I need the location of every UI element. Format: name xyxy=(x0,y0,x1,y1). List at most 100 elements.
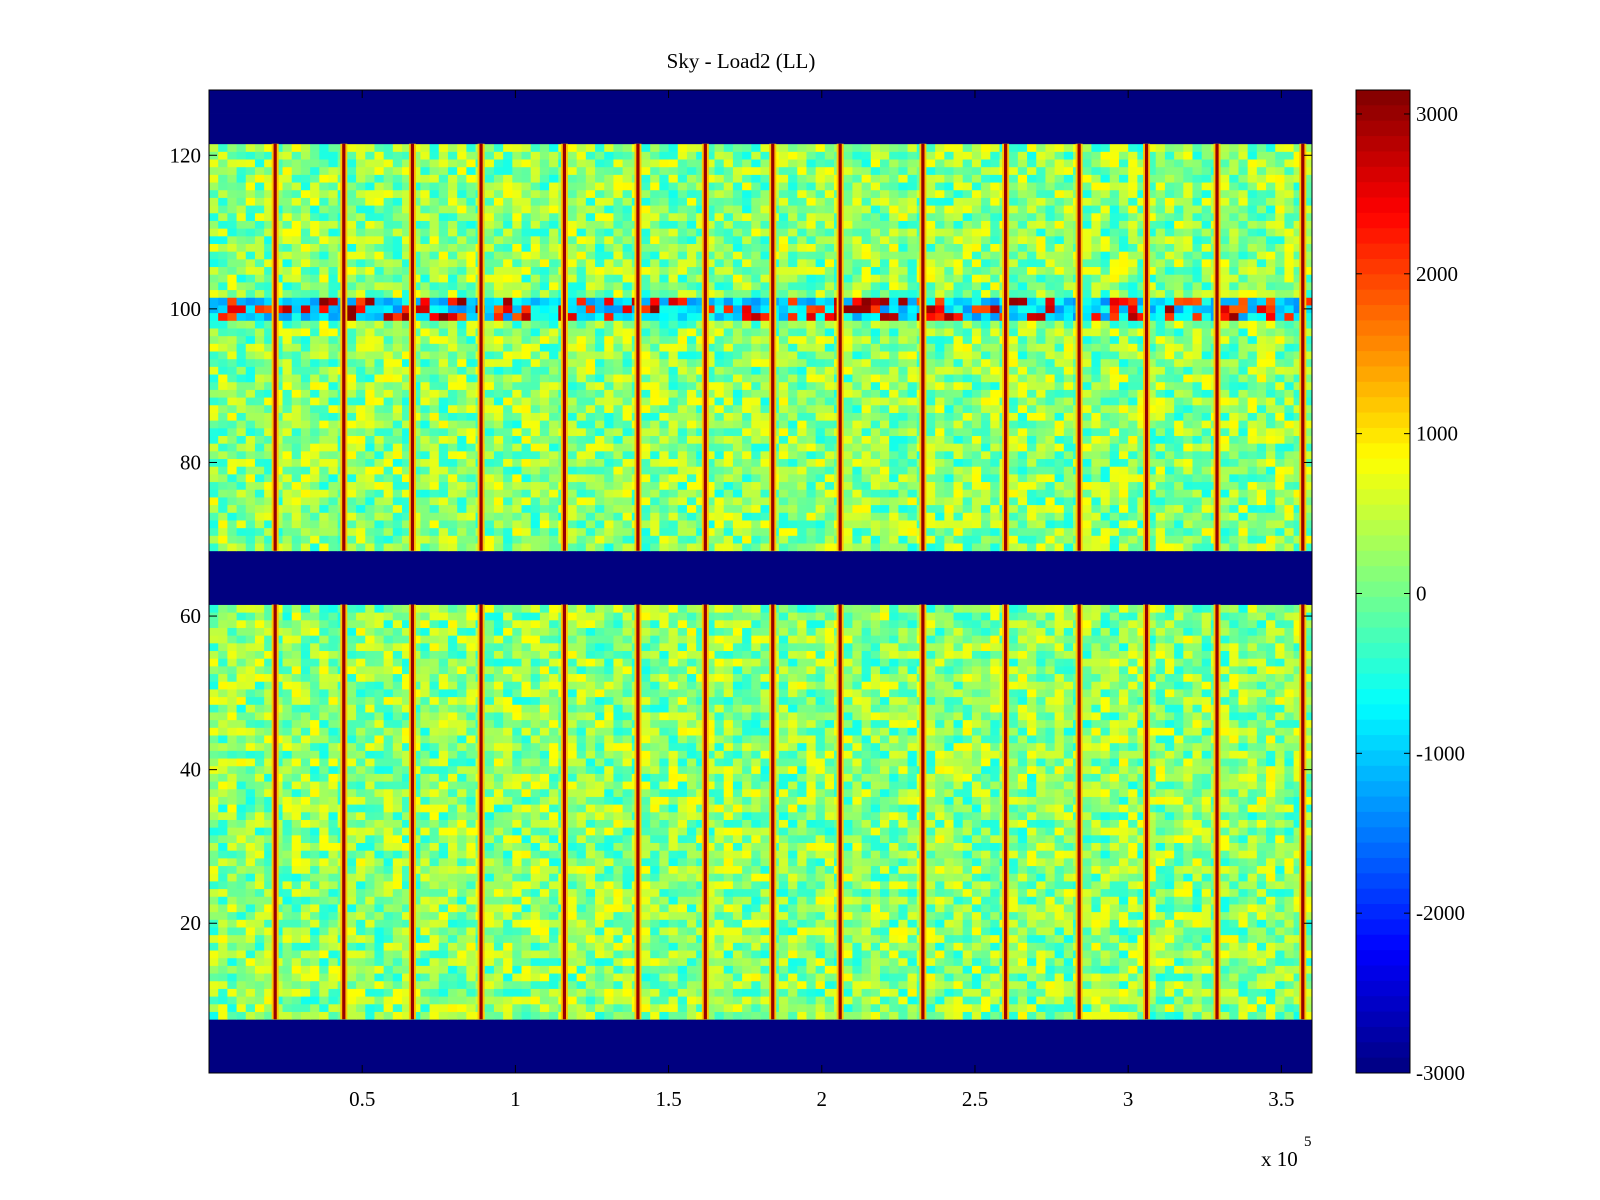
heat-cell xyxy=(457,788,467,797)
heat-cell xyxy=(549,904,559,913)
heat-cell xyxy=(319,865,329,874)
heat-cell xyxy=(1183,842,1193,851)
heat-cell xyxy=(714,873,725,882)
heat-cell xyxy=(503,758,513,767)
heat-cell xyxy=(1027,919,1037,928)
heat-cell xyxy=(484,804,495,813)
heat-cell xyxy=(503,735,513,744)
heat-cell xyxy=(310,996,320,1005)
heat-cell xyxy=(889,881,899,890)
heat-cell xyxy=(374,904,385,913)
heat-cell xyxy=(420,796,430,805)
heat-cell xyxy=(310,857,320,867)
heat-cell xyxy=(806,865,817,874)
heat-cell xyxy=(420,934,430,943)
heat-cell xyxy=(806,911,817,920)
heat-cell xyxy=(705,742,715,751)
heat-cell xyxy=(218,811,228,820)
heat-cell xyxy=(622,881,633,890)
heat-cell xyxy=(953,735,964,744)
heat-cell xyxy=(420,742,430,751)
heat-cell xyxy=(1027,988,1037,997)
heat-cell xyxy=(879,727,890,736)
heat-cell xyxy=(356,811,366,820)
heat-cell xyxy=(686,712,697,721)
heat-cell xyxy=(1201,742,1212,751)
heat-cell xyxy=(1164,850,1175,859)
heat-cell xyxy=(1256,719,1267,728)
heat-cell xyxy=(1183,773,1193,782)
heat-cell xyxy=(1155,927,1166,936)
heat-cell xyxy=(613,896,624,905)
heat-cell xyxy=(530,804,541,813)
heat-cell xyxy=(879,850,890,859)
heat-cell xyxy=(420,765,430,774)
heat-cell xyxy=(1275,811,1285,820)
heat-cell xyxy=(512,881,522,890)
heat-cell xyxy=(493,781,504,790)
heat-cell xyxy=(402,881,412,890)
heat-cell xyxy=(604,827,614,836)
heat-cell xyxy=(742,727,752,736)
heat-cell xyxy=(870,919,881,928)
heat-cell xyxy=(282,788,293,797)
heat-cell xyxy=(778,788,789,797)
heat-cell xyxy=(971,857,982,867)
heat-cell xyxy=(530,842,541,851)
heat-cell xyxy=(530,988,541,997)
heat-cell xyxy=(493,957,504,966)
heat-cell xyxy=(383,911,394,920)
heat-cell xyxy=(291,888,302,897)
heat-cell xyxy=(1247,712,1258,721)
heat-cell xyxy=(668,865,679,874)
heat-cell xyxy=(484,811,495,820)
heat-cell xyxy=(806,781,817,790)
heat-cell xyxy=(944,996,954,1005)
heat-cell xyxy=(1128,1011,1138,1020)
heat-cell xyxy=(1137,965,1147,974)
heat-cell xyxy=(300,988,311,997)
heat-cell xyxy=(870,927,881,936)
heat-cell xyxy=(1201,750,1212,759)
heat-cell xyxy=(981,1003,991,1012)
heat-cell xyxy=(539,865,550,874)
heat-cell xyxy=(1293,750,1304,759)
heat-cell xyxy=(1118,988,1129,997)
heat-cell xyxy=(953,850,964,859)
heat-cell xyxy=(1063,765,1074,774)
heat-cell xyxy=(1201,719,1212,728)
heat-cell xyxy=(861,927,872,936)
heat-cell xyxy=(925,712,936,721)
heat-cell xyxy=(1256,712,1267,721)
heat-cell xyxy=(512,888,522,897)
heat-cell xyxy=(907,911,918,920)
heat-cell xyxy=(411,804,421,813)
heat-cell xyxy=(1128,850,1138,859)
heat-cell xyxy=(310,965,320,974)
heat-cell xyxy=(567,765,578,774)
heat-cell xyxy=(677,804,688,813)
heat-cell xyxy=(962,973,973,982)
heat-cell xyxy=(218,765,228,774)
heat-cell xyxy=(567,781,578,790)
heat-cell xyxy=(236,788,247,797)
heat-cell xyxy=(806,758,817,767)
heat-cell xyxy=(1045,965,1056,974)
heat-cell xyxy=(236,957,247,966)
heat-cell xyxy=(595,957,605,966)
heat-cell xyxy=(971,819,982,828)
heat-cell xyxy=(1045,973,1056,982)
heat-cell xyxy=(898,942,908,951)
heat-cell xyxy=(935,834,945,844)
heat-cell xyxy=(650,750,660,759)
heat-cell xyxy=(567,842,578,851)
heat-cell xyxy=(1229,773,1239,782)
heat-cell xyxy=(925,704,936,713)
heat-cell xyxy=(1091,904,1101,913)
heat-cell xyxy=(1082,927,1092,936)
heat-cell xyxy=(604,842,614,851)
heat-cell xyxy=(328,904,339,913)
heat-cell xyxy=(1017,988,1028,997)
heat-cell xyxy=(843,735,853,744)
heat-cell xyxy=(429,980,440,989)
